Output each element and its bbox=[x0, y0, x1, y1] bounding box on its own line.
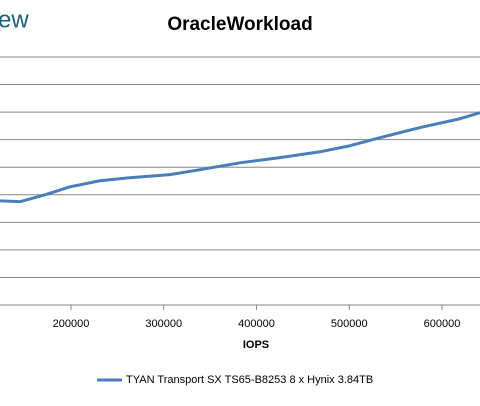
legend-label: TYAN Transport SX TS65-B8253 8 x Hynix 3… bbox=[126, 374, 373, 386]
chart-title: OracleWorkload bbox=[167, 14, 312, 35]
data-line bbox=[0, 111, 480, 204]
x-tick-label: 600000 bbox=[424, 318, 461, 330]
logo: ew bbox=[0, 6, 29, 33]
x-tick-label: 500000 bbox=[331, 318, 368, 330]
x-tick-label: 200000 bbox=[53, 318, 90, 330]
x-axis-label: IOPS bbox=[243, 339, 269, 351]
x-tick-label: 400000 bbox=[238, 318, 275, 330]
x-tick-label: 300000 bbox=[145, 318, 182, 330]
